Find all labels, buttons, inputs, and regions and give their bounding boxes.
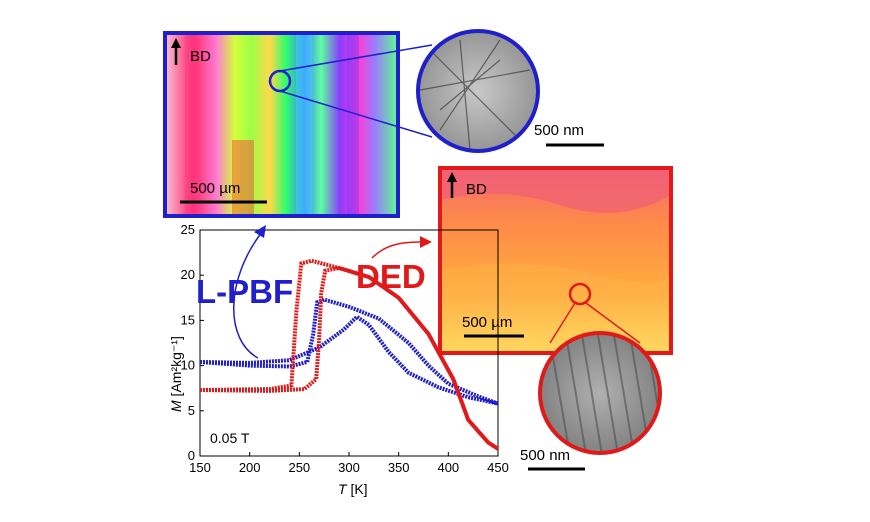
x-tick-label: 350 [388, 460, 410, 475]
ded-ebsd-map: BD 500 µm [438, 166, 673, 355]
ded-arrow [371, 241, 421, 259]
axis-ticks: 150 200 250 300 350 400 450 0 5 10 15 20 25 [181, 222, 509, 475]
bd-label-lpbf: BD [190, 48, 211, 65]
lpbf-nm-scale-label: 500 nm [534, 122, 584, 139]
bd-label-ded: BD [466, 181, 487, 198]
ded-label: DED [356, 258, 426, 295]
y-tick-label: 20 [181, 267, 195, 282]
series-ded-heating [200, 265, 498, 451]
magnetization-plot: 150 200 250 300 350 400 450 0 5 10 15 20 25 0.05 T T… [168, 222, 509, 497]
series-lpbf-heating [200, 314, 498, 406]
lpbf-arrow [233, 231, 263, 359]
lpbf-zoom-marker [268, 69, 292, 93]
y-tick-label: 15 [181, 312, 195, 327]
x-tick-label: 450 [487, 460, 509, 475]
y-tick-label: 5 [188, 403, 195, 418]
field-label: 0.05 T [210, 430, 250, 446]
lpbf-scale-label: 500 µm [190, 180, 240, 197]
x-axis-label: T [K] [338, 481, 368, 497]
y-axis-label: M [Am²kg⁻¹] [168, 336, 184, 412]
x-tick-label: 150 [189, 460, 211, 475]
x-tick-label: 200 [239, 460, 261, 475]
series-ded-cooling [200, 258, 498, 451]
y-tick-label: 10 [181, 358, 195, 373]
lpbf-frame [163, 31, 400, 218]
ded-tem-inset [538, 331, 662, 455]
y-tick-label: 25 [181, 222, 195, 237]
curves [200, 258, 498, 451]
x-tick-label: 300 [338, 460, 360, 475]
x-tick-label: 250 [288, 460, 310, 475]
lpbf-ebsd-map: BD 500 µm [163, 31, 400, 218]
lpbf-label: L-PBF [196, 273, 293, 310]
lpbf-tem-inset [416, 29, 540, 153]
ded-zoom-marker [568, 282, 592, 306]
ded-scale-label: 500 µm [462, 314, 512, 331]
y-tick-label: 0 [188, 448, 195, 463]
ded-nm-scale-label: 500 nm [520, 447, 570, 464]
x-tick-label: 400 [437, 460, 459, 475]
series-lpbf-cooling [200, 297, 498, 406]
